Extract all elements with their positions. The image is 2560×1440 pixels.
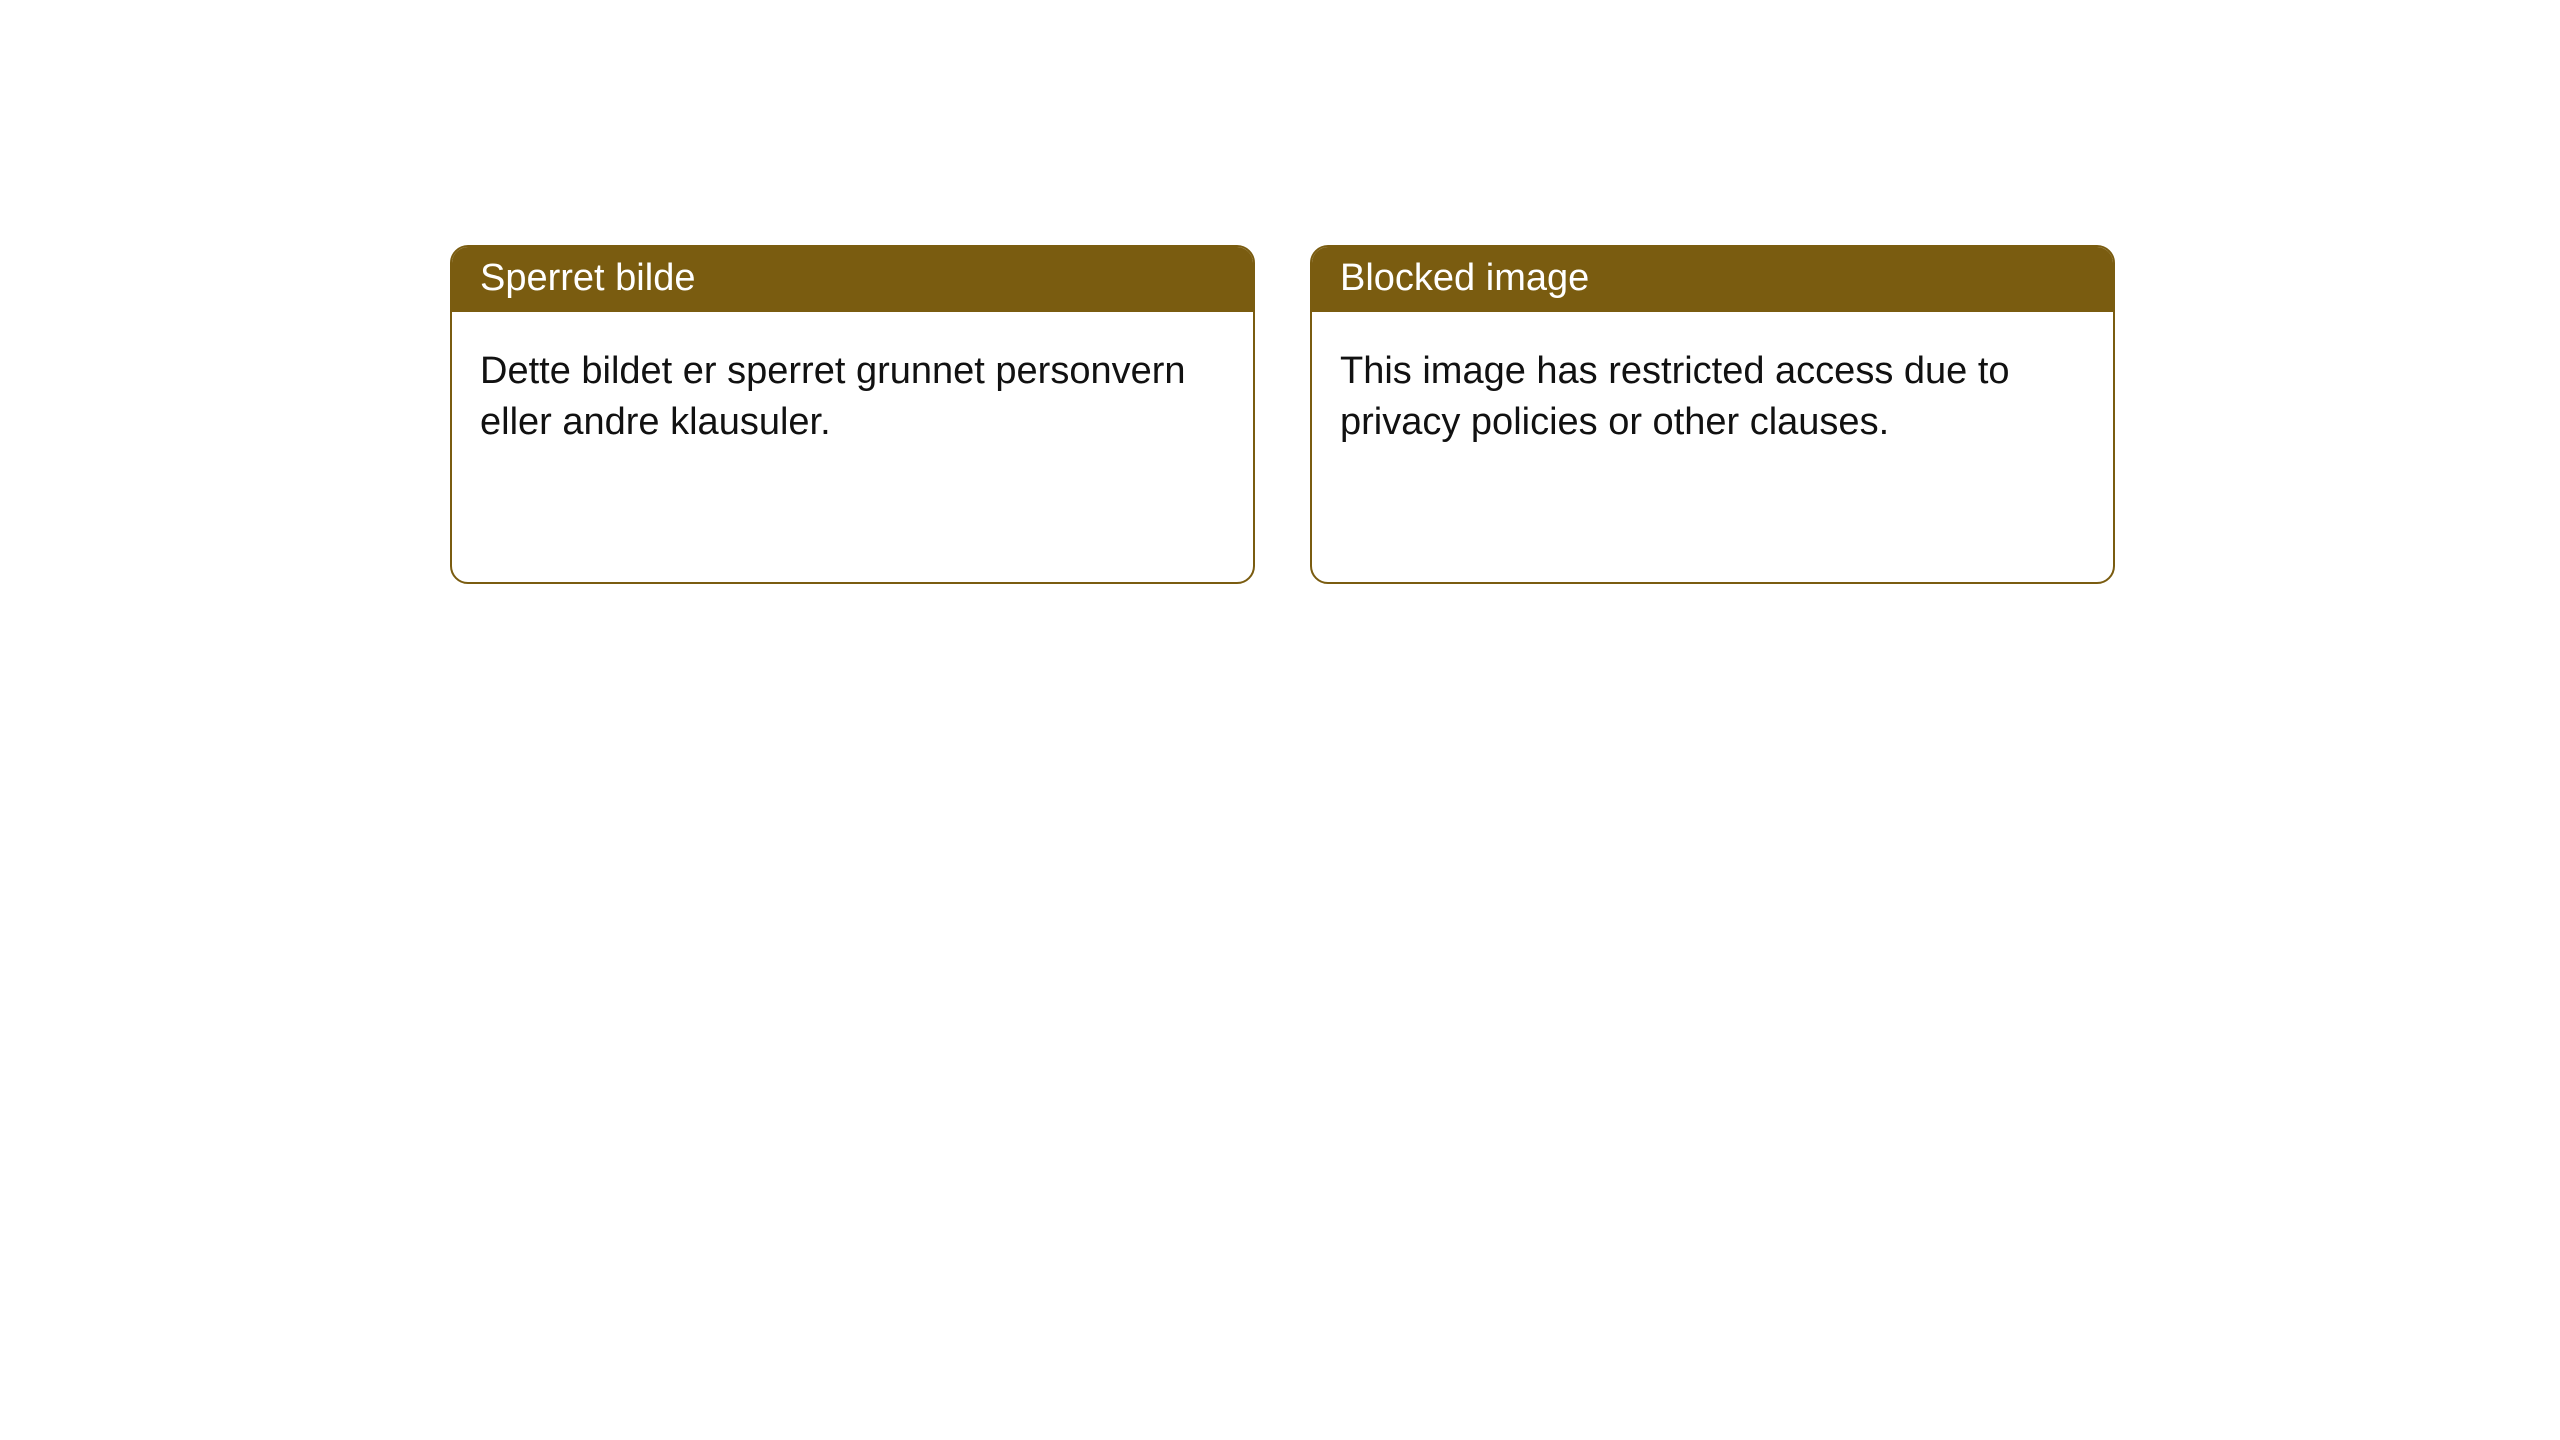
notice-card-norwegian: Sperret bilde Dette bildet er sperret gr… <box>450 245 1255 584</box>
notice-card-body: Dette bildet er sperret grunnet personve… <box>452 312 1253 582</box>
notice-card-title: Blocked image <box>1312 247 2113 312</box>
notice-card-title: Sperret bilde <box>452 247 1253 312</box>
notice-card-english: Blocked image This image has restricted … <box>1310 245 2115 584</box>
notice-cards-row: Sperret bilde Dette bildet er sperret gr… <box>0 0 2560 584</box>
notice-card-body: This image has restricted access due to … <box>1312 312 2113 582</box>
